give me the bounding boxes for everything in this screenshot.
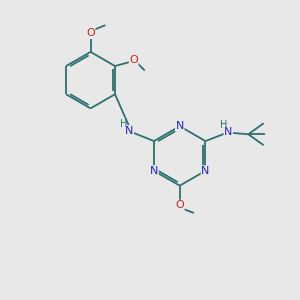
Text: O: O — [86, 28, 95, 38]
Text: N: N — [176, 121, 184, 131]
Text: H: H — [220, 120, 228, 130]
Text: N: N — [224, 127, 232, 137]
Text: N: N — [150, 166, 158, 176]
Text: H: H — [120, 119, 127, 129]
Text: O: O — [129, 55, 138, 65]
Text: N: N — [201, 166, 210, 176]
Text: N: N — [125, 126, 134, 136]
Text: O: O — [175, 200, 184, 210]
